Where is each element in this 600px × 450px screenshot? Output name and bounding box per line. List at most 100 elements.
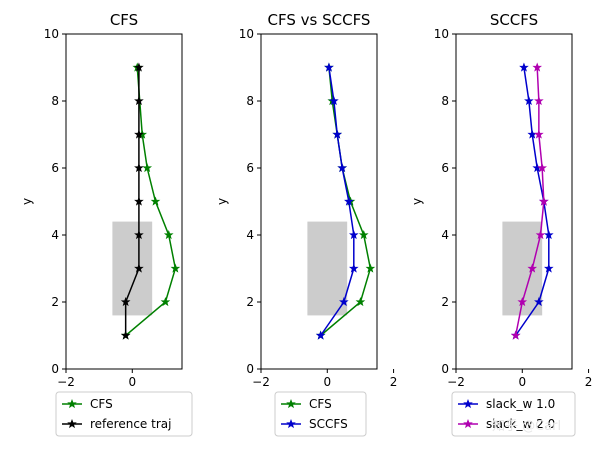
data-point-marker [170,263,181,273]
x-tick-label: 0 [323,375,331,389]
obstacle-rect [307,221,348,316]
legend-marker [463,418,473,429]
y-tick-label: 4 [441,228,449,242]
data-point-marker [534,95,544,106]
x-tick-label: −2 [252,375,270,389]
legend-marker [463,398,473,409]
y-tick-label: 8 [441,94,449,108]
y-tick-label: 2 [246,295,254,309]
data-point-marker [365,263,376,273]
data-point-marker [134,229,144,240]
data-point-marker [339,296,349,307]
chart-title: SCCFS [490,11,538,29]
data-point-marker [134,162,144,173]
y-tick-label: 0 [51,362,59,376]
legend-marker [286,398,296,409]
data-point-marker [134,95,144,106]
legend-label: slack_w 1.0 [486,397,555,411]
data-point-marker [150,196,161,206]
legend-box [451,391,576,437]
y-tick-label: 0 [246,362,254,376]
data-point-marker [134,62,144,72]
y-tick-label: 4 [51,228,59,242]
x-tick-label: 2 [585,375,593,389]
data-point-marker [537,162,547,173]
data-point-marker [539,196,549,206]
y-axis-label: y [215,198,229,205]
y-tick-label: 2 [51,295,59,309]
data-point-marker [329,95,339,106]
y-tick-label: 6 [51,161,59,175]
data-point-marker [534,129,544,139]
y-tick-label: 10 [434,27,449,41]
data-point-marker [527,263,538,273]
y-tick-label: 10 [239,27,254,41]
data-point-marker [134,263,144,273]
y-tick-label: 8 [246,94,254,108]
legend-box [55,391,193,437]
x-tick-label: −2 [57,375,75,389]
legend-marker [67,418,77,429]
data-point-marker [120,296,131,307]
data-point-marker [519,62,529,72]
chart-title: CFS vs SCCFS [268,11,371,29]
obstacle-rect [112,221,153,316]
data-point-marker [543,229,554,240]
data-point-marker [355,296,366,307]
x-tick-label: −2 [447,375,465,389]
y-tick-label: 0 [441,362,449,376]
data-point-marker [510,330,521,340]
legend: slack_w 1.0 slack_w 2.0 [451,391,576,437]
x-tick-label: 2 [390,375,398,389]
legend-marker [286,418,296,429]
legend-label: slack_w 2.0 [486,417,555,431]
legend: CFS reference traj [55,391,193,437]
data-point-marker [524,95,534,106]
legend-label: CFS [90,397,113,411]
legend-label: CFS [309,397,332,411]
y-tick-label: 10 [44,27,59,41]
x-tick-label: 0 [128,375,136,389]
legend-label: reference traj [90,417,171,431]
series-line-1 [125,67,177,337]
y-tick-label: 4 [246,228,254,242]
y-tick-label: 8 [51,94,59,108]
axes-frame [65,33,183,370]
data-point-marker [348,229,359,240]
legend-marker [67,398,77,409]
data-point-marker [337,162,348,173]
data-point-marker [517,296,528,307]
data-point-marker [332,129,343,139]
plot-area [456,34,572,369]
watermark-text: 知乎 @Carl [492,418,561,434]
data-point-marker [120,330,131,340]
y-tick-label: 6 [246,161,254,175]
data-point-marker [324,62,334,72]
data-point-marker [134,129,144,139]
chart-title: CFS [110,11,138,29]
data-point-marker [160,296,171,307]
y-axis-label: y [20,198,34,205]
data-point-marker [543,263,554,273]
data-point-marker [134,196,144,206]
data-point-marker [142,162,153,173]
axes-frame [455,33,573,370]
data-point-marker [315,330,326,340]
legend-box [274,391,367,437]
legend-label: SCCFS [309,417,348,431]
legend: CFS SCCFS [274,391,367,437]
data-point-marker [532,62,543,72]
y-tick-label: 6 [441,161,449,175]
plot-area [261,34,377,369]
data-point-marker [348,263,359,273]
data-point-marker [163,229,174,240]
axes-frame [260,33,378,370]
plot-area [66,34,182,369]
data-point-marker [535,229,546,240]
x-tick-label: 0 [518,375,526,389]
